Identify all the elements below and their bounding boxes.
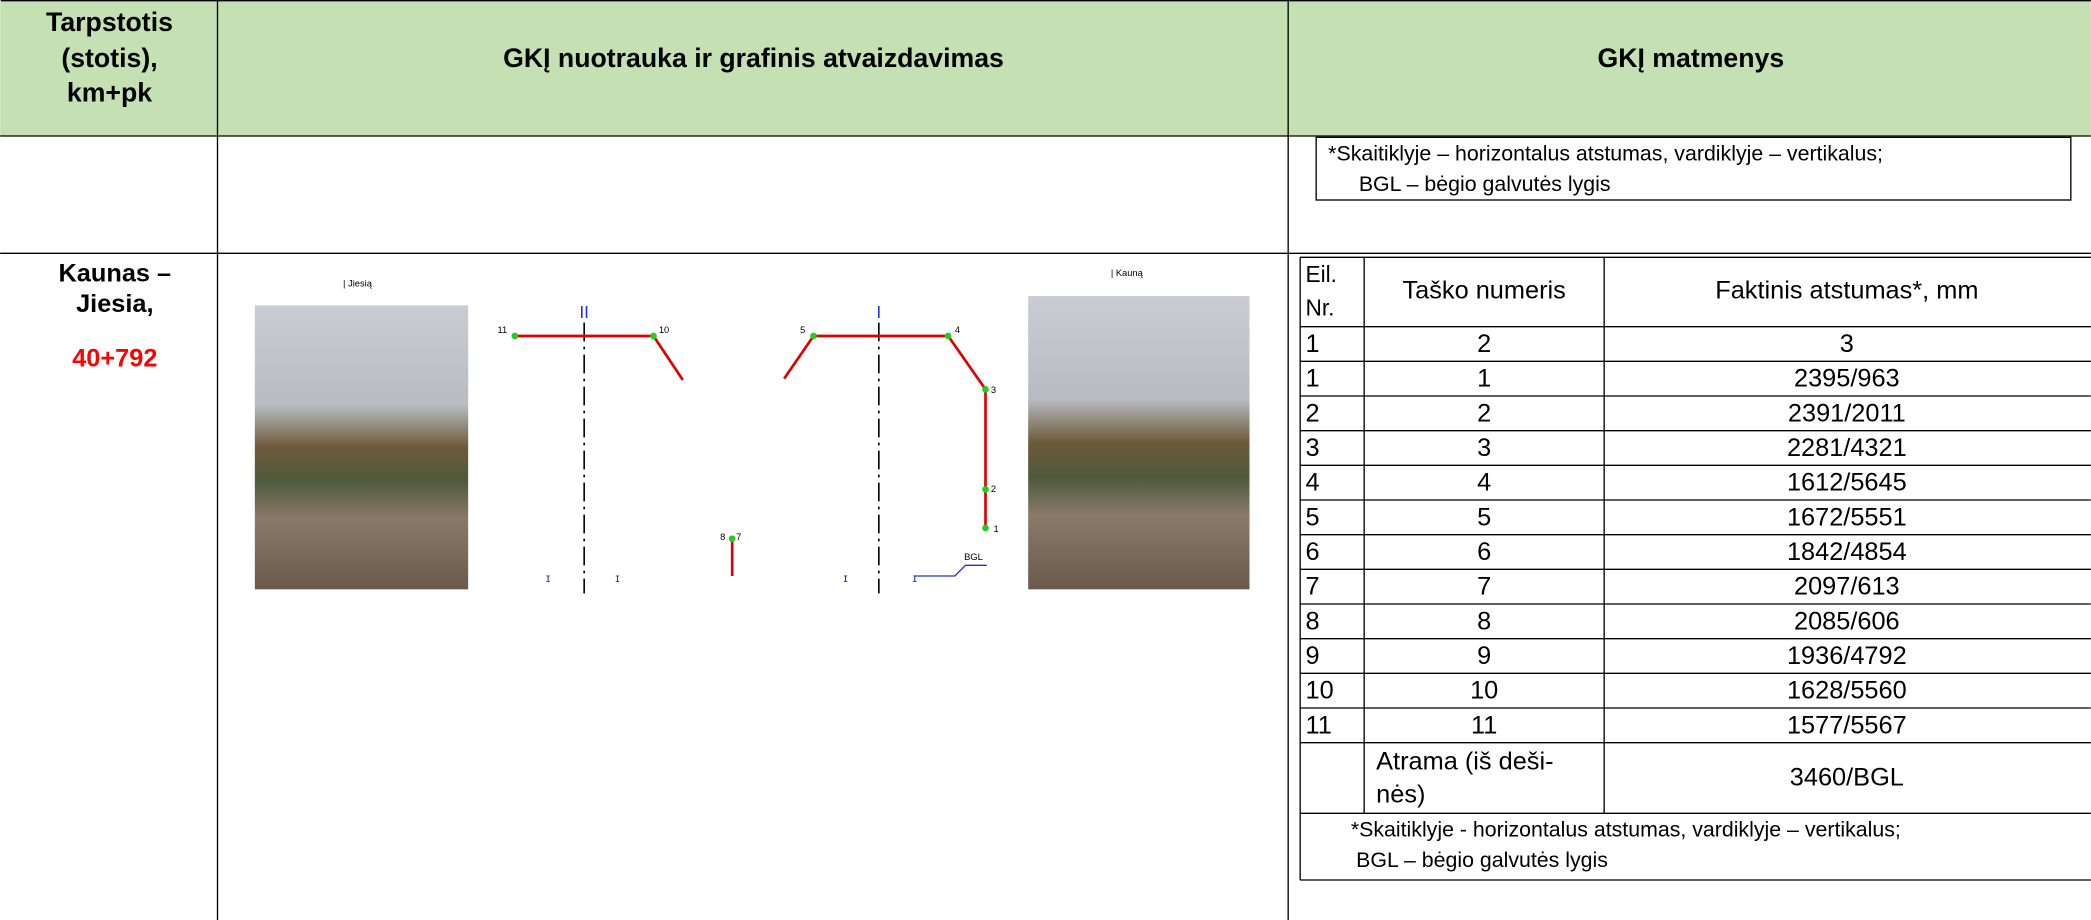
header-col1: (stotis), (61, 43, 157, 73)
header-col3: GKĮ matmenys (1597, 43, 1784, 73)
point-label: 2 (991, 484, 996, 494)
point-label: 8 (720, 532, 725, 542)
km: 40+792 (72, 345, 157, 373)
cell: 9 (1477, 642, 1491, 670)
note-bottom: BGL – bėgio galvutės lygis (1356, 848, 1608, 872)
point-label: 5 (800, 325, 805, 335)
cell: 11 (1306, 711, 1332, 739)
photo-caption: | Kauną (1111, 268, 1144, 278)
cell: 2 (1306, 399, 1320, 427)
cell: 8 (1477, 607, 1491, 635)
cell: 10 (1470, 677, 1498, 705)
cell: 1 (1477, 365, 1491, 393)
track-label: I (876, 302, 881, 322)
cell: 4 (1306, 469, 1320, 497)
cell: 6 (1306, 538, 1320, 566)
table-header: Nr. (1306, 294, 1335, 320)
point-label: 4 (955, 325, 960, 335)
cell: 1 (1306, 365, 1320, 393)
cell: 1672/5551 (1787, 503, 1907, 531)
cell: 2085/606 (1794, 607, 1900, 635)
cell: 2395/963 (1794, 365, 1900, 393)
cell: 6 (1477, 538, 1491, 566)
header-col1: km+pk (67, 78, 152, 108)
point-label: 11 (498, 325, 508, 335)
svg-text:ɪ: ɪ (546, 571, 550, 585)
point-label: 3 (991, 385, 996, 395)
table-header: Taško numeris (1403, 277, 1566, 305)
photo-caption: | Jiesią (343, 278, 373, 288)
cell: 2 (1477, 330, 1491, 358)
cell: 3 (1840, 330, 1854, 358)
photo-right (1028, 296, 1250, 590)
svg-text:ɪ: ɪ (913, 571, 917, 585)
note-top: *Skaitiklyje – horizontalus atstumas, va… (1328, 141, 1883, 165)
cell: 10 (1306, 677, 1334, 705)
cell: 7 (1306, 573, 1320, 601)
cell: 1628/5560 (1787, 677, 1907, 705)
note-box (1315, 136, 2072, 201)
cell: 5 (1477, 503, 1491, 531)
point-label: 10 (659, 325, 669, 335)
cell: 7 (1477, 573, 1491, 601)
note-top: BGL – bėgio galvutės lygis (1359, 172, 1611, 196)
cell: 11 (1471, 711, 1497, 739)
cell: 1 (1306, 330, 1320, 358)
cell: 5 (1306, 503, 1320, 531)
header-col1: Tarpstotis (46, 7, 173, 37)
header-col2: GKĮ nuotrauka ir grafinis atvaizdavimas (503, 43, 1004, 73)
cell: 4 (1477, 469, 1491, 497)
cell: 2391/2011 (1788, 399, 1906, 427)
location: Kaunas – (59, 259, 172, 287)
support-value: 3460/BGL (1790, 763, 1904, 791)
cell: 3 (1306, 434, 1320, 462)
header-bg (0, 0, 2091, 136)
cell: 1577/5567 (1787, 711, 1907, 739)
support-label: Atrama (iš deši- (1376, 747, 1553, 775)
cell: 1842/4854 (1787, 538, 1907, 566)
track-label: II (579, 302, 589, 322)
point-label: 7 (736, 532, 741, 542)
cell: 8 (1306, 607, 1320, 635)
table-header: Eil. (1306, 261, 1337, 287)
table-header: Faktinis atstumas*, mm (1715, 277, 1978, 305)
photo-left (254, 305, 469, 590)
svg-text:ɪ: ɪ (843, 571, 847, 585)
diagram: ɪ ɪ ɪ ɪ (511, 322, 989, 594)
support-label: nės) (1376, 781, 1425, 809)
cell: 1612/5645 (1787, 469, 1907, 497)
bgl-label: BGL (964, 552, 983, 562)
location: Jiesia, (76, 290, 153, 318)
cell: 9 (1306, 642, 1320, 670)
cell: 3 (1477, 434, 1491, 462)
svg-text:ɪ: ɪ (615, 571, 619, 585)
note-bottom: *Skaitiklyje - horizontalus atstumas, va… (1351, 817, 1901, 841)
cell: 2 (1477, 399, 1491, 427)
cell: 2281/4321 (1787, 434, 1907, 462)
point-label: 1 (994, 524, 999, 534)
cell: 2097/613 (1794, 573, 1900, 601)
cell: 1936/4792 (1787, 642, 1907, 670)
